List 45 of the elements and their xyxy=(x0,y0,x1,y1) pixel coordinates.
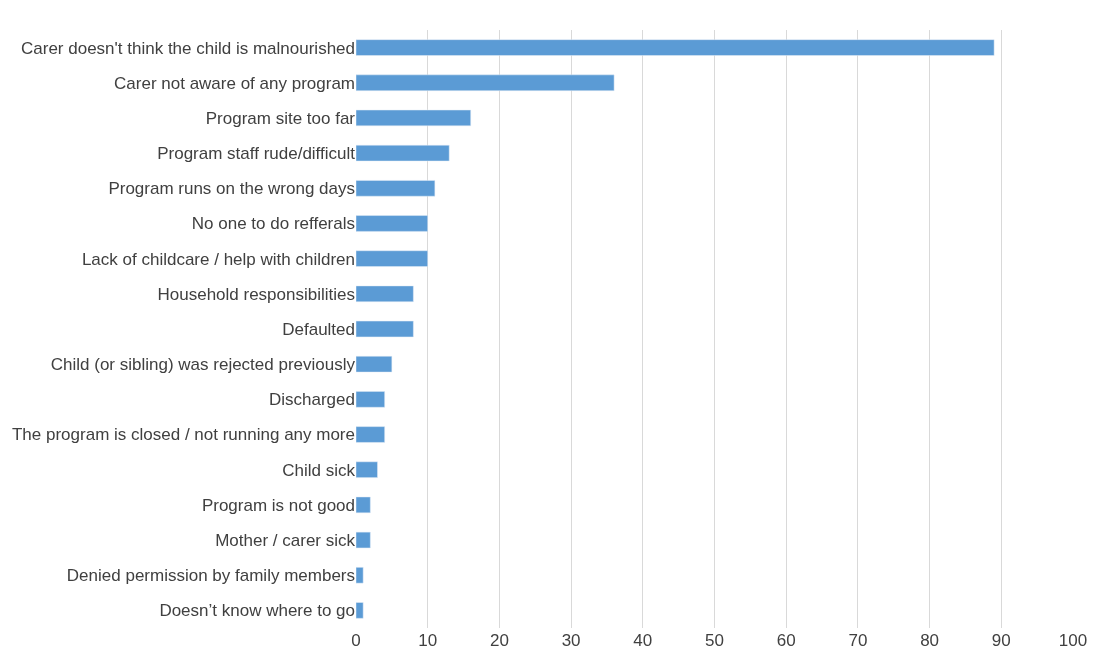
x-tick-label: 60 xyxy=(776,631,796,650)
bar xyxy=(356,39,995,56)
bar xyxy=(356,180,436,197)
x-tick-label: 70 xyxy=(848,631,868,650)
bar xyxy=(356,461,378,478)
y-tick-label: Child (or sibling) was rejected previously xyxy=(50,355,356,375)
y-tick-label: Doesn’t know where to go xyxy=(159,601,355,621)
x-tick-label: 90 xyxy=(991,631,1011,650)
x-tick-label: 30 xyxy=(561,631,581,650)
x-tick-label: 40 xyxy=(633,631,653,650)
x-tick-label: 20 xyxy=(489,631,509,650)
y-tick-label: Carer doesn't think the child is malnourished xyxy=(21,38,355,58)
bar xyxy=(356,602,364,619)
x-tick-label: 50 xyxy=(705,631,724,650)
bar xyxy=(356,285,414,302)
y-tick-label: Household responsibilities xyxy=(157,284,355,304)
bar xyxy=(356,426,385,443)
bar xyxy=(356,109,471,127)
y-tick-label: Program is not good xyxy=(201,495,355,515)
y-tick-label: Program runs on the wrong days xyxy=(108,179,355,199)
y-tick-label: Program staff rude/difficult xyxy=(157,144,356,164)
y-tick-label: Child sick xyxy=(282,460,356,480)
bar xyxy=(356,531,371,549)
bar xyxy=(356,144,450,162)
y-tick-label: Mother / carer sick xyxy=(215,531,356,551)
bar xyxy=(356,74,615,91)
y-tick-label: Carer not aware of any program xyxy=(114,73,355,93)
y-tick-label: No one to do refferals xyxy=(191,214,355,234)
y-tick-label: Denied permission by family members xyxy=(66,566,355,586)
x-tick-label: 0 xyxy=(351,631,361,650)
bar xyxy=(356,391,385,408)
y-tick-label: Lack of childcare / help with children xyxy=(81,249,355,269)
y-tick-label: Discharged xyxy=(269,390,355,410)
x-tick-label: 80 xyxy=(920,631,940,650)
y-tick-label: Program site too far xyxy=(205,108,356,128)
y-tick-label: Defaulted xyxy=(282,319,355,339)
bar xyxy=(356,215,428,232)
bar xyxy=(356,356,393,373)
x-tick-label: 100 xyxy=(1058,631,1088,650)
x-tick-label: 10 xyxy=(418,631,438,650)
bar xyxy=(356,320,414,338)
y-tick-label: The program is closed / not running any more xyxy=(11,425,355,445)
bar xyxy=(356,250,428,267)
bar xyxy=(356,496,371,514)
bar xyxy=(356,567,364,584)
